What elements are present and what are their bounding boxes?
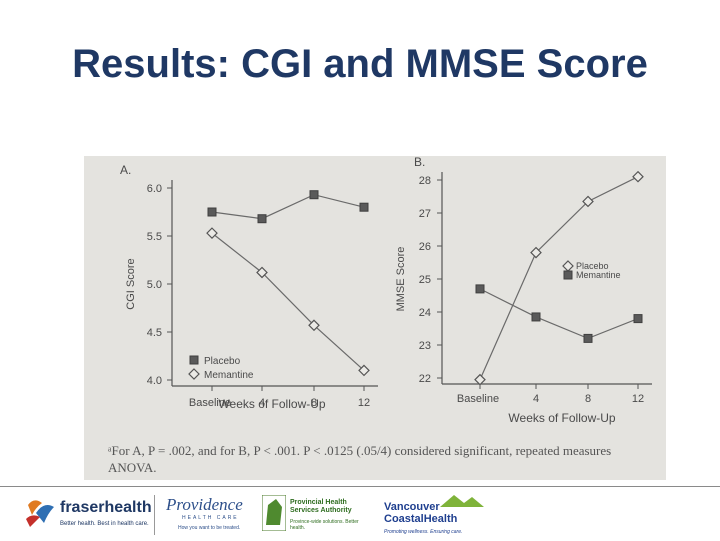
x-tick-label: Baseline (189, 397, 231, 409)
y-tick-label: 6.0 (147, 183, 162, 195)
legend-label: Memantine (204, 370, 254, 381)
data-point-placebo (582, 195, 594, 208)
x-axis-label: Weeks of Follow-Up (218, 397, 325, 411)
x-tick-label: 12 (358, 397, 370, 409)
y-tick-label: 4.0 (147, 375, 162, 387)
fraserhealth-name: fraserhealth (60, 499, 152, 516)
fraserhealth-logo: fraserhealth Better health. Best in heal… (22, 493, 152, 537)
data-point-placebo (530, 246, 542, 259)
data-point-placebo (474, 373, 486, 386)
legend-label: Placebo (576, 261, 609, 271)
data-point-memantine (256, 266, 268, 279)
providence-tagline: How you want to be treated. (178, 525, 241, 531)
y-tick-label: 22 (419, 373, 431, 385)
legend-marker (562, 260, 574, 272)
bc-map-icon (262, 495, 286, 531)
series-line-placebo (211, 194, 365, 220)
y-tick-label: 24 (419, 307, 431, 319)
y-axis-label: MMSE Score (395, 247, 407, 312)
y-tick-label: 23 (419, 340, 431, 352)
x-tick-label: 8 (311, 397, 317, 409)
data-point-memantine (206, 227, 218, 239)
x-tick-label: 4 (533, 393, 539, 405)
providence-sub: HEALTH CARE (182, 515, 239, 521)
data-point-placebo (359, 202, 369, 212)
data-point-placebo (309, 190, 319, 200)
chart-footnote: ᵃFor A, P = .002, and for B, P < .001. P… (108, 443, 612, 475)
x-tick-label: 12 (632, 393, 644, 405)
legend-label: Placebo (204, 356, 241, 367)
panel-label: B. (414, 156, 425, 169)
y-tick-label: 5.5 (147, 231, 162, 243)
vch-tagline: Promoting wellness. Ensuring care. (384, 529, 463, 535)
footer-logo-bar: fraserhealth Better health. Best in heal… (0, 486, 720, 541)
fraserhealth-mark-icon (26, 500, 54, 527)
legend-marker (189, 355, 199, 365)
series-line-placebo (479, 176, 639, 380)
legend-marker (188, 368, 200, 380)
series-line-memantine (479, 288, 639, 340)
phsa-name: Provincial Health Services Authority (290, 499, 352, 514)
x-tick-label: 4 (259, 397, 265, 409)
chart-figure: A. 4.0 4.5 5.0 5.5 6.0 CGI Score Baseline 4 8 12 We… (84, 156, 666, 480)
y-tick-label: 28 (419, 175, 431, 187)
panel-label: A. (120, 163, 131, 177)
series-line-memantine (211, 232, 365, 371)
phsa-tagline: Province-wide solutions. Better health. (290, 519, 359, 531)
data-point-memantine (531, 312, 541, 322)
data-point-memantine (475, 284, 485, 294)
data-point-placebo (257, 214, 267, 224)
y-tick-label: 5.0 (147, 279, 162, 291)
providence-name: Providence (166, 495, 243, 514)
chart-svg: A. 4.0 4.5 5.0 5.5 6.0 CGI Score Baseline 4 8 12 We… (120, 156, 652, 425)
data-point-memantine (358, 364, 370, 377)
x-tick-label: 8 (585, 393, 591, 405)
x-axis-label: Weeks of Follow-Up (508, 411, 615, 425)
data-point-memantine (633, 314, 643, 324)
y-tick-label: 26 (419, 241, 431, 253)
legend-marker (563, 270, 573, 280)
fraserhealth-tagline: Better health. Best in health care. (60, 521, 149, 527)
data-point-memantine (583, 333, 593, 343)
y-axis-label: CGI Score (125, 258, 137, 309)
slide-title: Results: CGI and MMSE Score (72, 42, 648, 86)
legend-label: Memantine (576, 270, 621, 280)
vch-logo: Vancouver CoastalHealth Promoting wellne… (380, 493, 490, 537)
x-tick-label: Baseline (457, 393, 499, 405)
y-tick-label: 25 (419, 274, 431, 286)
providence-logo: Providence HEALTH CARE How you want to b… (154, 493, 260, 537)
phsa-logo: Provincial Health Services Authority Pro… (262, 493, 374, 537)
y-tick-label: 4.5 (147, 327, 162, 339)
data-point-memantine (308, 319, 320, 332)
data-point-placebo (632, 170, 644, 183)
mountain-icon (440, 495, 484, 507)
data-point-placebo (207, 207, 217, 217)
vch-name: Vancouver CoastalHealth (384, 501, 458, 525)
y-tick-label: 27 (419, 208, 431, 220)
